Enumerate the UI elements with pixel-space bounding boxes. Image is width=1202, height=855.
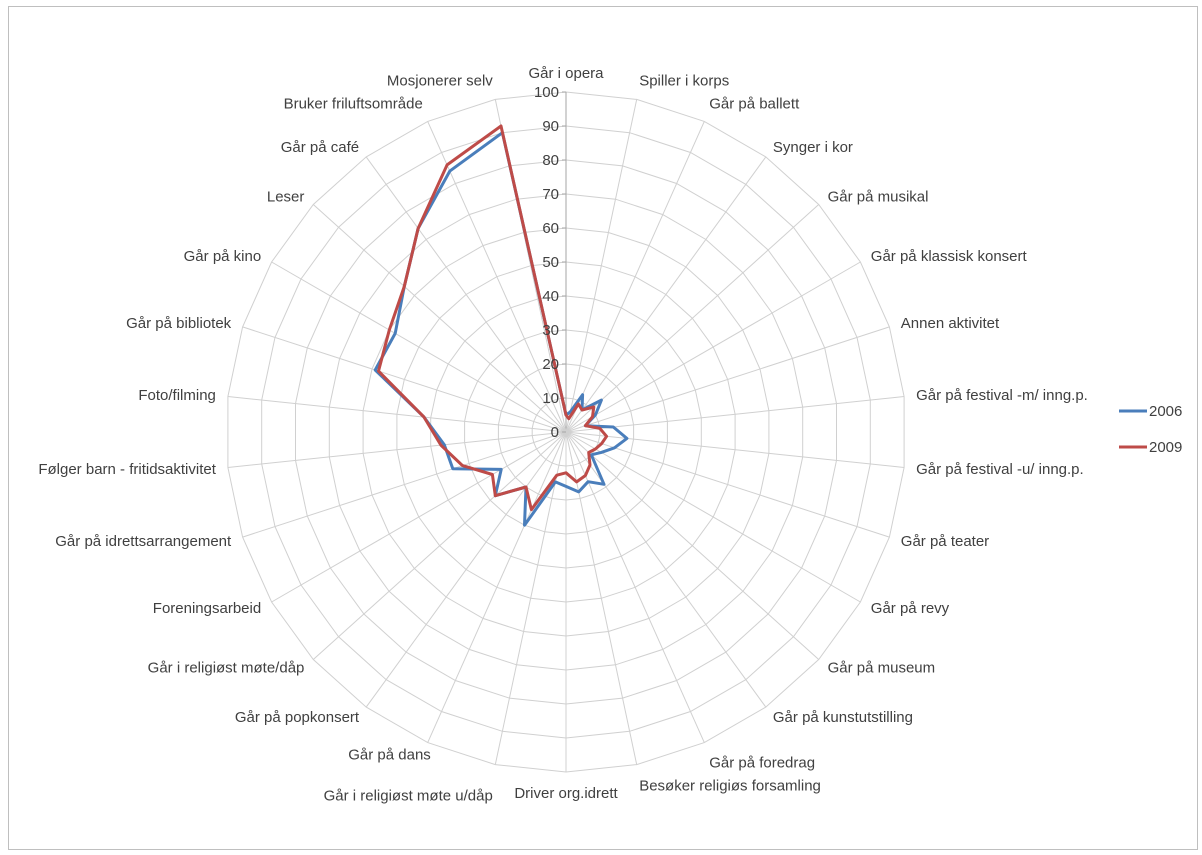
grid-spoke xyxy=(227,431,567,468)
legend: 2006 2009 xyxy=(1119,403,1182,456)
grid-spoke xyxy=(271,431,567,603)
category-label: Går på café xyxy=(281,139,359,156)
category-label: Foto/filming xyxy=(138,387,216,404)
grid-spoke xyxy=(227,396,567,433)
category-label: Går på idrettsarrangement xyxy=(55,533,232,550)
category-label: Leser xyxy=(267,189,305,206)
category-label: Mosjonerer selv xyxy=(387,73,493,90)
category-label: Går på dans xyxy=(348,747,431,764)
grid-spoke xyxy=(427,431,567,743)
series-line-2009 xyxy=(377,124,609,512)
category-label: Driver org.idrett xyxy=(514,785,618,802)
category-label: Går på museum xyxy=(828,660,936,677)
category-label: Går i opera xyxy=(528,65,604,82)
grid-spoke xyxy=(565,431,638,765)
grid-spoke xyxy=(565,121,705,433)
category-label: Går på festival -m/ inng.p. xyxy=(916,387,1088,404)
legend-label-2009: 2009 xyxy=(1149,439,1182,456)
category-label: Går på ballett xyxy=(709,95,800,112)
grid-spoke xyxy=(271,261,567,433)
tick-label: 80 xyxy=(542,152,559,169)
category-label: Synger i kor xyxy=(773,139,853,156)
series-lines xyxy=(373,124,629,527)
tick-label: 10 xyxy=(542,390,559,407)
category-label: Går på kino xyxy=(184,248,262,265)
grid-spoke xyxy=(242,431,567,538)
category-label: Spiller i korps xyxy=(639,73,729,90)
grid-spoke xyxy=(565,204,820,433)
category-label: Besøker religiøs forsamling xyxy=(639,777,821,794)
radar-chart: 0 10 20 30 40 50 60 70 80 90 100 Går i opera Spille… xyxy=(38,65,1182,804)
grid-spoke xyxy=(494,431,567,765)
grid-spoke xyxy=(565,326,890,433)
category-label: Går i religiøst møte u/dåp xyxy=(324,787,493,804)
category-label: Går på foredrag xyxy=(709,755,815,772)
category-labels: Går i opera Spiller i korps Går på ballett… xyxy=(38,65,1087,804)
category-label: Går på popkonsert xyxy=(235,709,360,726)
radial-ticks: 0 10 20 30 40 50 60 70 80 90 100 xyxy=(534,84,559,441)
grid-spoke xyxy=(565,99,638,433)
category-label: Følger barn - fritidsaktivitet xyxy=(38,461,216,478)
grid-spoke xyxy=(565,431,767,708)
tick-label: 0 xyxy=(551,424,559,441)
tick-label: 90 xyxy=(542,118,559,135)
tick-label: 30 xyxy=(542,322,559,339)
category-label: Går på festival -u/ inng.p. xyxy=(916,461,1084,478)
category-label: Går på bibliotek xyxy=(126,315,232,332)
tick-label: 40 xyxy=(542,288,559,305)
grid-spoke xyxy=(565,261,861,433)
tick-label: 60 xyxy=(542,220,559,237)
grid-spoke xyxy=(565,431,705,743)
category-label: Bruker friluftsområde xyxy=(284,95,423,112)
legend-label-2006: 2006 xyxy=(1149,403,1182,420)
tick-label: 50 xyxy=(542,254,559,271)
grid-spoke xyxy=(365,156,567,433)
category-label: Går på teater xyxy=(901,533,989,550)
grid-spoke xyxy=(565,156,767,433)
grid-spoke xyxy=(242,326,567,433)
grid-spoke xyxy=(365,431,567,708)
grid-spoke xyxy=(565,431,861,603)
grid-spoke xyxy=(565,431,905,468)
category-label: Går på klassisk konsert xyxy=(871,248,1028,265)
tick-label: 100 xyxy=(534,84,559,101)
category-label: Annen aktivitet xyxy=(901,315,1000,332)
grid-spoke xyxy=(565,431,890,538)
category-label: Går på revy xyxy=(871,600,950,617)
grid xyxy=(227,91,905,773)
grid-spoke xyxy=(312,204,567,433)
grid-spoke xyxy=(427,121,567,433)
grid-spoke xyxy=(565,396,905,433)
tick-label: 20 xyxy=(542,356,559,373)
series-line-2006 xyxy=(373,131,629,527)
category-label: Går på musikal xyxy=(828,189,929,206)
category-label: Går i religiøst møte/dåp xyxy=(148,660,305,677)
category-label: Foreningsarbeid xyxy=(153,600,261,617)
tick-label: 70 xyxy=(542,186,559,203)
grid-spoke xyxy=(312,431,567,660)
grid-spoke xyxy=(565,431,820,660)
category-label: Går på kunstutstilling xyxy=(773,709,913,726)
chart-frame: 0 10 20 30 40 50 60 70 80 90 100 Går i opera Spille… xyxy=(8,6,1198,850)
